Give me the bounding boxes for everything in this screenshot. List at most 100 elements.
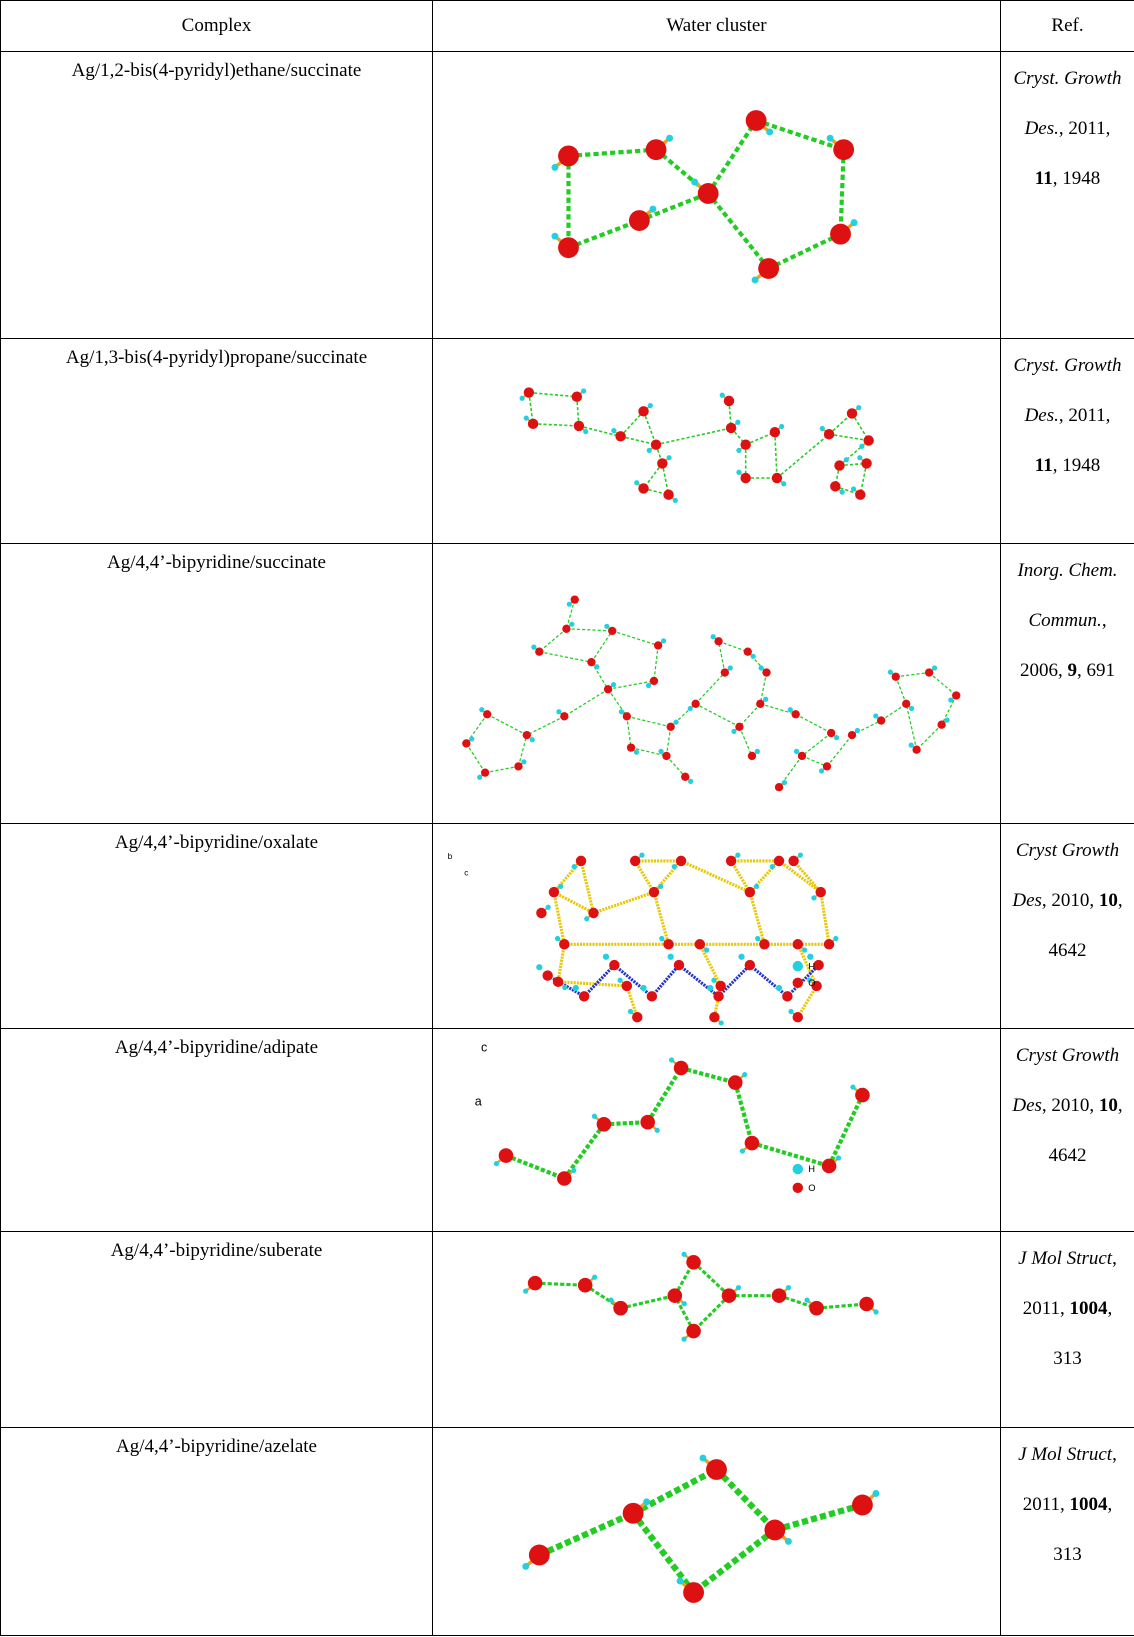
hydrogen-bond — [558, 982, 627, 986]
oxygen — [499, 1148, 514, 1163]
hydrogen — [804, 1298, 809, 1303]
hydrogen-bond — [591, 662, 608, 689]
hydrogen — [669, 1057, 674, 1062]
complex-cell: Ag/4,4’-bipyridine/adipate — [1, 1029, 433, 1232]
hydrogen — [785, 1538, 792, 1545]
ref-part: , 691 — [1077, 660, 1115, 681]
oxygen — [559, 939, 569, 949]
figure-label: O — [808, 978, 815, 988]
hydrogen — [617, 978, 622, 983]
oxygen — [798, 752, 806, 760]
hydrogen — [611, 428, 616, 433]
hydrogen — [555, 936, 560, 941]
hydrogen — [639, 853, 644, 858]
complex-cell: Ag/1,3-bis(4-pyridyl)propane/succinate — [1, 339, 433, 544]
oxygen — [774, 856, 784, 866]
ref-cell: Cryst Growth Des, 2010, 10, 4642 — [1001, 1029, 1134, 1232]
hydrogen — [820, 426, 825, 431]
hydrogen — [909, 706, 914, 711]
hydrogen — [850, 1084, 855, 1089]
oxygen — [651, 439, 661, 449]
oxygen — [863, 435, 873, 445]
ref-part: , 2010, — [1042, 1095, 1099, 1116]
hydrogen — [827, 135, 834, 142]
oxygen — [462, 739, 470, 747]
water-cluster — [433, 52, 1000, 337]
oxygen — [735, 723, 743, 731]
hydrogen-bond — [654, 645, 658, 680]
oxygen — [937, 721, 945, 729]
header-cell: Water cluster — [433, 1, 1001, 52]
hydrogen-bond — [666, 727, 670, 756]
hydrogen-bond — [564, 1124, 604, 1178]
hydrogen — [819, 768, 824, 773]
hydrogen — [681, 1252, 686, 1257]
oxygen — [715, 981, 725, 991]
hydrogen-bond — [779, 861, 821, 892]
hydrogen — [661, 638, 666, 643]
hydrogen — [752, 276, 759, 283]
hydrogen-bond — [696, 704, 740, 727]
hydrogen — [720, 393, 725, 398]
hydrogen-bond — [635, 861, 654, 892]
hydrogen-bond — [719, 965, 750, 996]
ref-part: J Mol Struct — [1018, 1444, 1112, 1465]
oxygen — [623, 712, 631, 720]
hydrogen — [655, 1128, 660, 1133]
oxygen — [714, 637, 722, 645]
hydrogen-bond — [608, 689, 627, 716]
hydrogen — [763, 697, 768, 702]
hydrogen — [551, 233, 558, 240]
oxygen — [588, 908, 598, 918]
hydrogen-bond — [466, 743, 485, 772]
hydrogen-bond — [633, 1513, 693, 1592]
ref-part: , 2011, — [1059, 118, 1111, 139]
hydrogen — [594, 664, 599, 669]
oxygen — [572, 392, 582, 402]
oxygen — [650, 677, 658, 685]
oxygen — [728, 1075, 743, 1090]
hydrogen-bond — [621, 436, 656, 444]
figure-label: c — [464, 867, 468, 877]
oxygen — [615, 431, 625, 441]
hydrogen — [859, 444, 864, 449]
hydrogen — [856, 405, 861, 410]
hydrogen-bond — [648, 1068, 681, 1122]
hydrogen-bond — [529, 393, 577, 397]
hydrogen — [643, 1498, 650, 1505]
table: Complex Water cluster Ref. Ag/1,2-bis(4-… — [0, 0, 1134, 1636]
header-cell: Complex — [1, 1, 433, 52]
hydrogen — [873, 713, 878, 718]
hydrogen — [592, 1275, 597, 1280]
hydrogen — [581, 388, 586, 393]
figure-cell: bcHO — [433, 824, 1001, 1029]
hydrogen — [523, 1289, 528, 1294]
hydrogen-bond — [775, 1505, 863, 1530]
legend-hydrogen — [793, 1164, 803, 1174]
hydrogen — [833, 936, 838, 941]
ref-part: , 2011, — [1059, 405, 1111, 426]
oxygen — [855, 489, 865, 499]
hydrogen-bond — [621, 1296, 675, 1309]
hydrogen — [524, 415, 529, 420]
hydrogen-bond — [506, 1156, 564, 1179]
hydrogen — [672, 864, 677, 869]
oxygen — [758, 258, 779, 279]
oxygen — [724, 396, 734, 406]
hydrogen — [807, 954, 813, 960]
oxygen — [824, 939, 834, 949]
oxygen — [608, 627, 616, 635]
hydrogen — [477, 775, 482, 780]
oxygen — [523, 731, 531, 739]
hydrogen — [648, 403, 653, 408]
oxygen — [756, 700, 764, 708]
hydrogen — [742, 1072, 747, 1077]
ref-part: 1004 — [1070, 1494, 1108, 1515]
complex-cell: Ag/4,4’-bipyridine/suberate — [1, 1232, 433, 1428]
hydrogen — [781, 481, 786, 486]
figure-label: a — [475, 1095, 482, 1109]
oxygen — [668, 1288, 683, 1303]
